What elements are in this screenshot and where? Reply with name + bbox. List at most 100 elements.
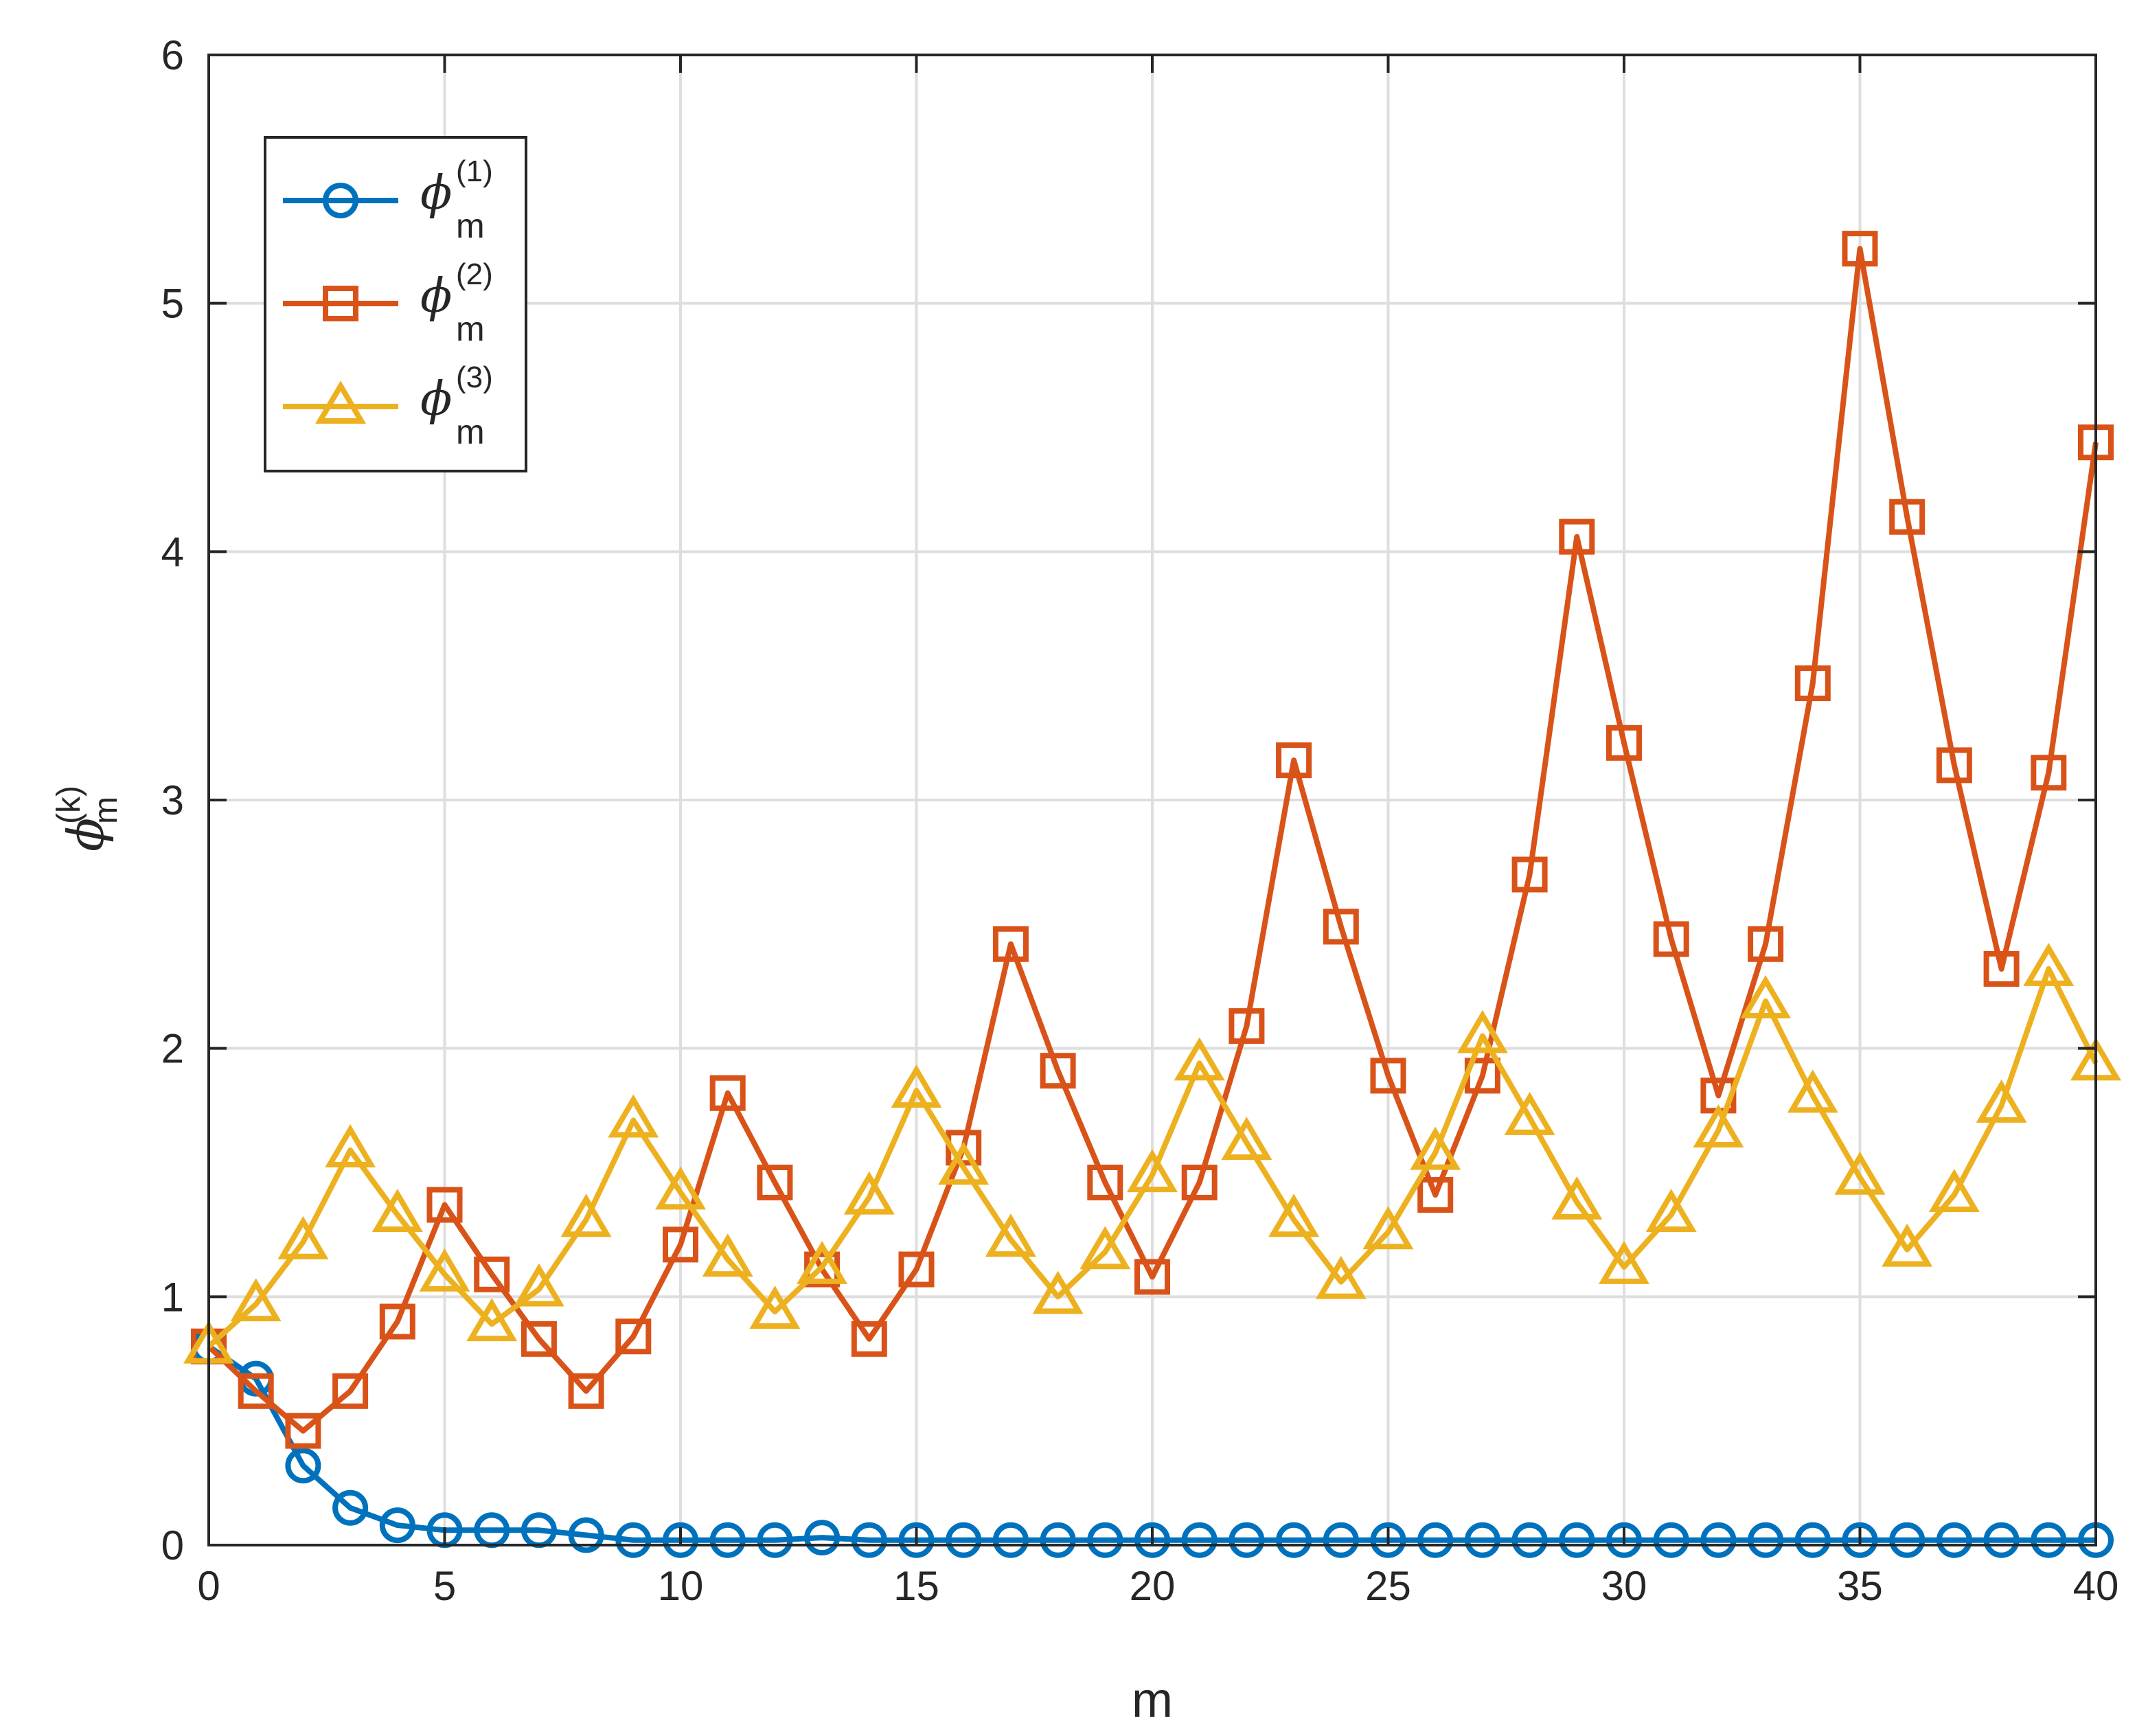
x-tick-label: 15 (893, 1563, 939, 1609)
series-3-point (1079, 1226, 1131, 1270)
legend-2-symbol: ϕ (420, 269, 452, 323)
series-1-point (1134, 1522, 1170, 1558)
series-2-point (474, 1256, 510, 1292)
legend-2-subscript: m (456, 310, 485, 348)
series-1-point (1087, 1522, 1123, 1558)
x-tick-label: 35 (1837, 1563, 1883, 1609)
series-3-point (1268, 1194, 1320, 1237)
series-2-point (1323, 909, 1359, 945)
series-1-point (946, 1522, 982, 1558)
series-2-point (1417, 1177, 1454, 1213)
series-3-point (985, 1213, 1036, 1257)
series-2-point (663, 1226, 698, 1263)
legend-entry-3: ϕ (3) m (283, 361, 493, 451)
y-axis-label-subscript: m (88, 797, 124, 824)
series-2-point (1653, 921, 1689, 957)
series-1-point (1983, 1522, 2020, 1558)
series-2-point (992, 926, 1029, 962)
series-2-point (238, 1373, 274, 1409)
legend-2-superscript: (2) (456, 258, 493, 291)
x-tick-label: 0 (197, 1563, 220, 1609)
series-1-point (1889, 1522, 1926, 1558)
series-1-point (1511, 1522, 1548, 1558)
series-3-point (1834, 1151, 1886, 1195)
legend-3-symbol: ϕ (420, 372, 452, 426)
tick-labels: 0 5 10 15 20 25 30 35 40 0 1 2 3 4 5 6 (161, 32, 2119, 1609)
series-2-point (1606, 724, 1642, 761)
series-2-point (1370, 1058, 1406, 1094)
series-3-point (749, 1286, 801, 1329)
series-1-point (1181, 1522, 1218, 1558)
x-tick-label: 40 (2073, 1563, 2119, 1609)
series-2-point (1229, 1008, 1265, 1044)
series-2-point (757, 1164, 793, 1200)
series-2-point (1276, 742, 1312, 779)
series-1-point (709, 1522, 746, 1558)
series-3-point (1740, 975, 1792, 1018)
series-3-point (1315, 1255, 1367, 1299)
series-3-point (1787, 1069, 1838, 1113)
series-3-point (797, 1241, 848, 1284)
series-2-point (1889, 499, 1926, 535)
series-layer (183, 231, 2121, 1558)
y-axis-label: ϕ (k) m (51, 786, 124, 852)
y-tick-label: 3 (161, 777, 184, 823)
series-1-point (1653, 1522, 1689, 1558)
series-3-point (1599, 1241, 1649, 1284)
x-tick-label: 20 (1130, 1563, 1176, 1609)
x-tick-label: 5 (433, 1563, 456, 1609)
series-1-point (1606, 1522, 1642, 1558)
legend-marker-circle (323, 183, 358, 218)
series-3-point (1928, 1169, 1980, 1213)
legend-marker-triangle (315, 380, 366, 424)
series-3-point (938, 1141, 990, 1185)
series-1-point (851, 1522, 887, 1558)
series-2-point (1748, 926, 1784, 962)
series-3-point (1362, 1206, 1414, 1250)
series-2-point (2031, 755, 2067, 791)
series-3-point (891, 1064, 942, 1108)
series-1-point (1323, 1522, 1359, 1558)
legend: ϕ (1) m ϕ (2) m ϕ (3) m (264, 136, 527, 472)
series-1-point (1040, 1522, 1076, 1558)
ticks (207, 54, 2097, 1546)
series-3-point (655, 1166, 706, 1210)
series-3-point (277, 1215, 329, 1259)
series-2-point (1936, 747, 1972, 784)
series-3-point (608, 1094, 659, 1138)
series-1-point (804, 1520, 841, 1556)
series-1-point (1417, 1522, 1454, 1558)
series-2-line (207, 246, 2099, 1434)
legend-marker-triangle (315, 380, 366, 424)
x-tick-label: 30 (1601, 1563, 1647, 1609)
legend-3-superscript: (3) (456, 361, 493, 394)
legend-marker-circle (323, 183, 358, 218)
series-3-point (1032, 1270, 1084, 1314)
series-2-point (1794, 665, 1831, 702)
series-1-point (568, 1517, 604, 1553)
series-2-point (568, 1373, 604, 1409)
series-1-point (1794, 1522, 1831, 1558)
series-3-point (466, 1298, 518, 1342)
series-3-point (230, 1278, 282, 1322)
series-2-point (1087, 1164, 1123, 1200)
series-2-point (1983, 950, 2020, 987)
series-2-point (1511, 856, 1548, 893)
series-2-point (1559, 518, 1595, 555)
series-1-point (1700, 1522, 1737, 1558)
series-2-point (379, 1303, 415, 1340)
y-tick-label: 6 (161, 32, 184, 78)
series-2-point (1181, 1164, 1218, 1200)
x-tick-label: 10 (658, 1563, 704, 1609)
series-3-point (1410, 1126, 1461, 1170)
series-1-point (757, 1522, 793, 1558)
series-1-point (1559, 1522, 1595, 1558)
series-3-point (843, 1171, 895, 1215)
series-2-point (851, 1321, 887, 1357)
series-2-point (615, 1318, 652, 1355)
series-3-point (1174, 1037, 1225, 1081)
legend-3-subscript: m (456, 413, 485, 451)
series-1-point (663, 1522, 698, 1558)
series-2-point (1842, 231, 1878, 267)
